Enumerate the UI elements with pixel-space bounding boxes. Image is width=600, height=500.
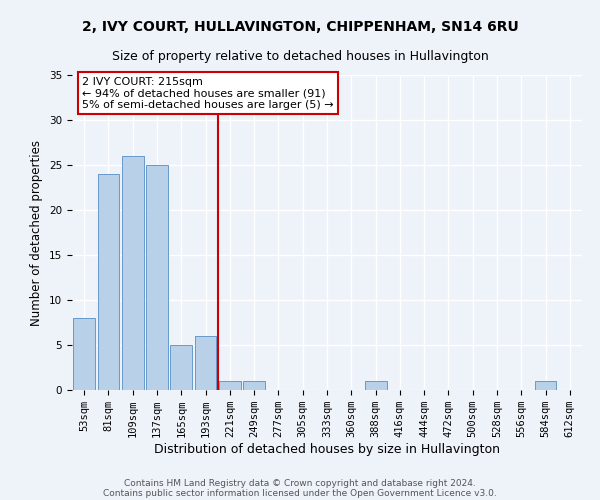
- X-axis label: Distribution of detached houses by size in Hullavington: Distribution of detached houses by size …: [154, 443, 500, 456]
- Text: Size of property relative to detached houses in Hullavington: Size of property relative to detached ho…: [112, 50, 488, 63]
- Text: Contains public sector information licensed under the Open Government Licence v3: Contains public sector information licen…: [103, 488, 497, 498]
- Bar: [194, 336, 217, 390]
- Bar: [243, 381, 265, 390]
- Text: 2 IVY COURT: 215sqm
← 94% of detached houses are smaller (91)
5% of semi-detache: 2 IVY COURT: 215sqm ← 94% of detached ho…: [82, 76, 334, 110]
- Bar: [219, 381, 241, 390]
- Bar: [73, 318, 95, 390]
- Bar: [535, 381, 556, 390]
- Text: 2, IVY COURT, HULLAVINGTON, CHIPPENHAM, SN14 6RU: 2, IVY COURT, HULLAVINGTON, CHIPPENHAM, …: [82, 20, 518, 34]
- Bar: [146, 165, 168, 390]
- Bar: [170, 345, 192, 390]
- Bar: [122, 156, 143, 390]
- Y-axis label: Number of detached properties: Number of detached properties: [31, 140, 43, 326]
- Text: Contains HM Land Registry data © Crown copyright and database right 2024.: Contains HM Land Registry data © Crown c…: [124, 478, 476, 488]
- Bar: [365, 381, 386, 390]
- Bar: [97, 174, 119, 390]
